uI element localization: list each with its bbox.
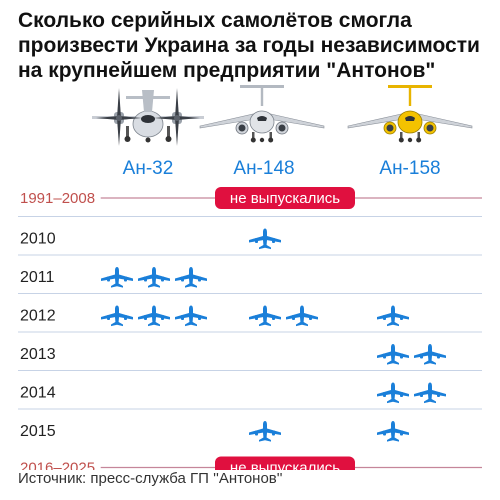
band-period-label: 2016–2025: [20, 460, 95, 471]
plane-unit-icon: [414, 344, 446, 365]
plane-unit-icon: [101, 305, 133, 327]
plane-unit-icon: [249, 228, 281, 250]
pictogram-chart: Ан-32 Ан-148 Ан-158 1991–2008 не выпускалис…: [16, 85, 482, 471]
year-label: 2011: [20, 269, 55, 286]
year-label: 2013: [20, 346, 56, 363]
category-label-2: Ан-148: [233, 158, 294, 179]
chart-title: Сколько серийных самолётов смогла произв…: [18, 8, 488, 83]
not-produced-label: не выпускались: [230, 460, 340, 471]
an158-aircraft-icon: [347, 85, 473, 143]
plane-unit-icon: [101, 267, 133, 288]
not-produced-badge: [215, 187, 355, 209]
plane-unit-icon: [286, 305, 318, 327]
not-produced-label: не выпускались: [230, 190, 340, 207]
plane-unit-icon: [249, 421, 281, 442]
plane-unit-icon: [414, 382, 446, 404]
plane-unit-icon: [377, 344, 409, 365]
year-label: 2015: [20, 423, 56, 440]
plane-unit-icon: [138, 267, 170, 288]
year-label: 2010: [20, 231, 56, 248]
chart-title-line: на крупнейшем предприятии "Антонов": [18, 59, 436, 82]
category-label-3: Ан-158: [379, 158, 440, 179]
year-label: 2014: [20, 385, 56, 402]
plane-unit-icon: [138, 305, 170, 327]
source-note: Источник: пресс-служба ГП ''Антонов'': [18, 470, 283, 487]
chart-title-line: произвести Украина за годы независимости: [18, 34, 480, 57]
plane-unit-icon: [175, 305, 207, 327]
band-period-label: 1991–2008: [20, 190, 95, 207]
plane-unit-icon: [377, 305, 409, 327]
an148-aircraft-icon: [199, 85, 325, 143]
plane-unit-icon: [175, 267, 207, 288]
plane-unit-icon: [249, 305, 281, 327]
not-produced-badge: [215, 456, 355, 470]
an32-aircraft-icon: [92, 88, 204, 146]
plane-unit-icon: [377, 382, 409, 404]
plane-unit-icon: [377, 421, 409, 442]
chart-title-line: Сколько серийных самолётов смогла: [18, 9, 412, 32]
year-label: 2012: [20, 308, 56, 325]
category-label-1: Ан-32: [123, 158, 174, 179]
